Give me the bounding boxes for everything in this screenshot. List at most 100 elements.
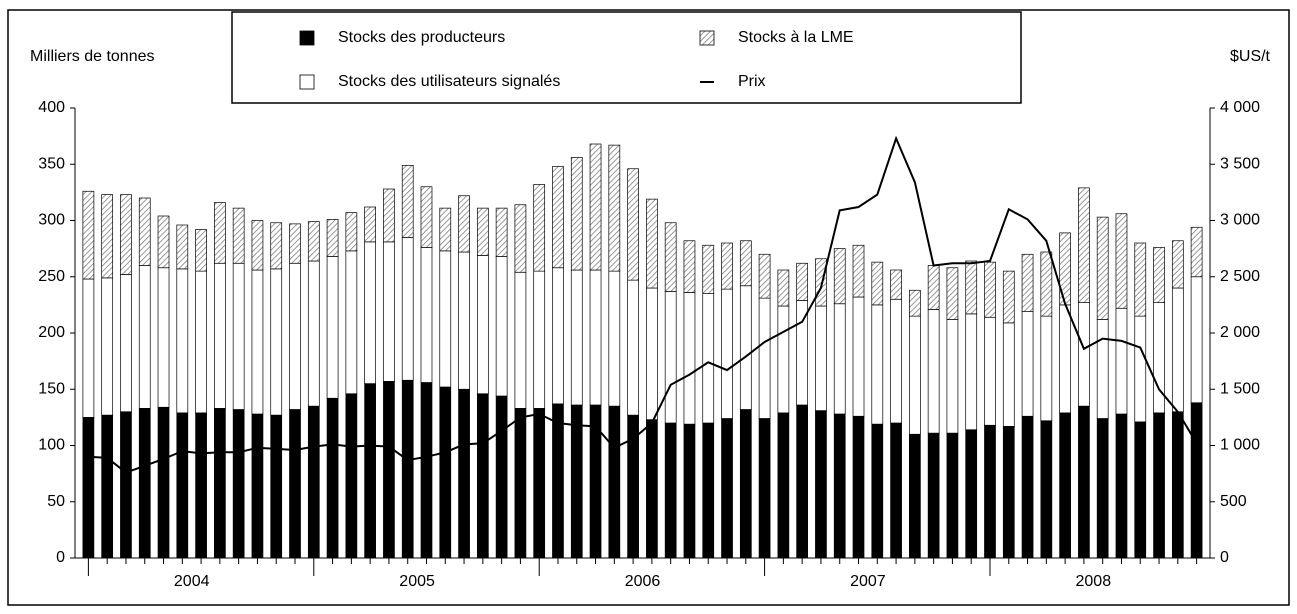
bar-segment [383, 188, 395, 243]
bar-segment [570, 269, 583, 406]
bar-segment [232, 262, 245, 410]
bar-segment [552, 267, 564, 405]
bar-segment [890, 298, 902, 424]
legend-label: Stocks des utilisateurs signalés [338, 73, 560, 90]
bar-segment [120, 411, 132, 559]
bar-segment [927, 265, 940, 310]
bar-segment [1002, 426, 1015, 559]
bar-segment [364, 383, 376, 559]
y-tick-label: 150 [38, 380, 65, 397]
bar-segment [214, 202, 226, 264]
bar-segment [721, 242, 733, 290]
bar-segment [401, 379, 414, 559]
bar-segment [796, 262, 809, 301]
bar-segment [664, 291, 677, 424]
bar-segment [270, 222, 283, 270]
bar-segment [138, 197, 151, 266]
bar-segment [364, 241, 376, 384]
bar-segment [1134, 315, 1147, 423]
x-group-label: 2005 [399, 573, 435, 590]
bar-segment [232, 409, 245, 559]
bar-segment [1115, 307, 1128, 415]
bar-segment [1115, 413, 1128, 559]
bar-segment [420, 247, 433, 383]
bar-segment [232, 207, 245, 264]
bar-segment [833, 413, 846, 559]
bar-segment [890, 269, 902, 300]
bar-segment [1002, 270, 1015, 324]
bar-segment [195, 270, 207, 414]
bar-segment [965, 313, 978, 431]
bar-segment [815, 305, 827, 411]
legend-swatch [299, 30, 315, 46]
bar-segment [664, 222, 677, 292]
legend-label: Stocks à la LME [738, 29, 854, 46]
bar-segment [307, 260, 320, 407]
bar-segment [927, 432, 940, 559]
bar-segment [345, 393, 358, 559]
bar-segment [1078, 405, 1090, 559]
bar-segment [476, 207, 489, 256]
bar-segment [270, 268, 283, 416]
bar-segment [833, 248, 846, 305]
bar-segment [1096, 216, 1109, 320]
bar-segment [758, 297, 771, 419]
bar-segment [1171, 411, 1184, 559]
bar-segment [702, 293, 715, 424]
bar-segment [852, 415, 865, 559]
bar-segment [495, 395, 508, 559]
bar-segment [176, 268, 189, 414]
bar-segment [627, 168, 639, 281]
bar-segment [514, 271, 527, 409]
bar-segment [345, 250, 358, 395]
x-group-label: 2007 [850, 573, 886, 590]
bar-segment [1078, 187, 1090, 303]
bar-segment [420, 186, 433, 248]
y-tick-label: 350 [38, 155, 65, 172]
bar-segment [1096, 319, 1109, 419]
bar-segment [739, 285, 752, 410]
bar-segment [683, 423, 696, 559]
bar-segment [852, 244, 865, 298]
bar-segment [476, 393, 489, 559]
bar-segment [1021, 415, 1034, 559]
bar-segment [101, 194, 114, 279]
bar-segment [420, 382, 433, 559]
bar-segment [552, 403, 564, 559]
y-tick-label: 100 [38, 437, 65, 454]
bar-segment [608, 144, 621, 272]
y-tick-label: 200 [38, 324, 65, 341]
bar-segment [1134, 242, 1147, 317]
bar-segment [289, 409, 301, 559]
bar-segment [871, 261, 884, 306]
bar-segment [627, 279, 639, 416]
bar-segment [946, 432, 959, 559]
legend-swatch [299, 74, 315, 90]
bar-segment [120, 274, 132, 413]
bar-segment [815, 258, 827, 307]
bar-segment [138, 265, 151, 409]
bar-segment [439, 250, 452, 388]
bar-segment [82, 190, 95, 280]
bar-segment [702, 244, 715, 294]
bar-segment [289, 223, 301, 264]
legend-box [231, 11, 1022, 104]
bar-segment [1190, 226, 1203, 278]
y2-tick-label: 3 000 [1220, 212, 1260, 229]
legend-label: Prix [738, 73, 766, 90]
bar-segment [984, 316, 996, 426]
bar-segment [608, 270, 621, 407]
bar-segment [251, 413, 264, 559]
bar-segment [270, 414, 283, 559]
bar-segment [214, 408, 226, 559]
bar-segment [307, 221, 320, 262]
bar-segment [796, 404, 809, 559]
bar-segment [1153, 247, 1165, 303]
bar-segment [909, 433, 921, 559]
bar-segment [683, 292, 696, 425]
bar-segment [777, 305, 790, 414]
bar-segment [984, 261, 996, 318]
y-tick-label: 250 [38, 268, 65, 285]
y2-tick-label: 2 500 [1220, 268, 1260, 285]
